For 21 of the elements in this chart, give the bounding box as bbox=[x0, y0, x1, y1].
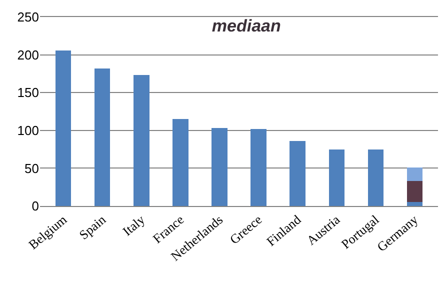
y-tick-label: 200 bbox=[17, 47, 39, 62]
bar bbox=[94, 68, 110, 206]
bar bbox=[134, 75, 150, 206]
bar bbox=[328, 149, 344, 206]
bar bbox=[212, 128, 228, 206]
y-tick-label: 250 bbox=[17, 10, 39, 25]
bar bbox=[406, 167, 422, 182]
y-tick-label: 150 bbox=[17, 85, 39, 100]
bar bbox=[406, 202, 422, 206]
bar bbox=[56, 50, 72, 206]
y-tick-label: 100 bbox=[17, 122, 39, 138]
bar bbox=[250, 128, 266, 206]
y-tick-label: 50 bbox=[24, 160, 39, 176]
x-tick-label: Spain bbox=[76, 212, 109, 242]
bar bbox=[368, 149, 384, 206]
y-tick-label: 0 bbox=[32, 198, 39, 214]
x-tick-label: Italy bbox=[120, 212, 148, 239]
bar bbox=[406, 181, 422, 202]
bar bbox=[290, 140, 306, 206]
chart-title: mediaan bbox=[212, 16, 281, 36]
bar bbox=[172, 119, 188, 206]
